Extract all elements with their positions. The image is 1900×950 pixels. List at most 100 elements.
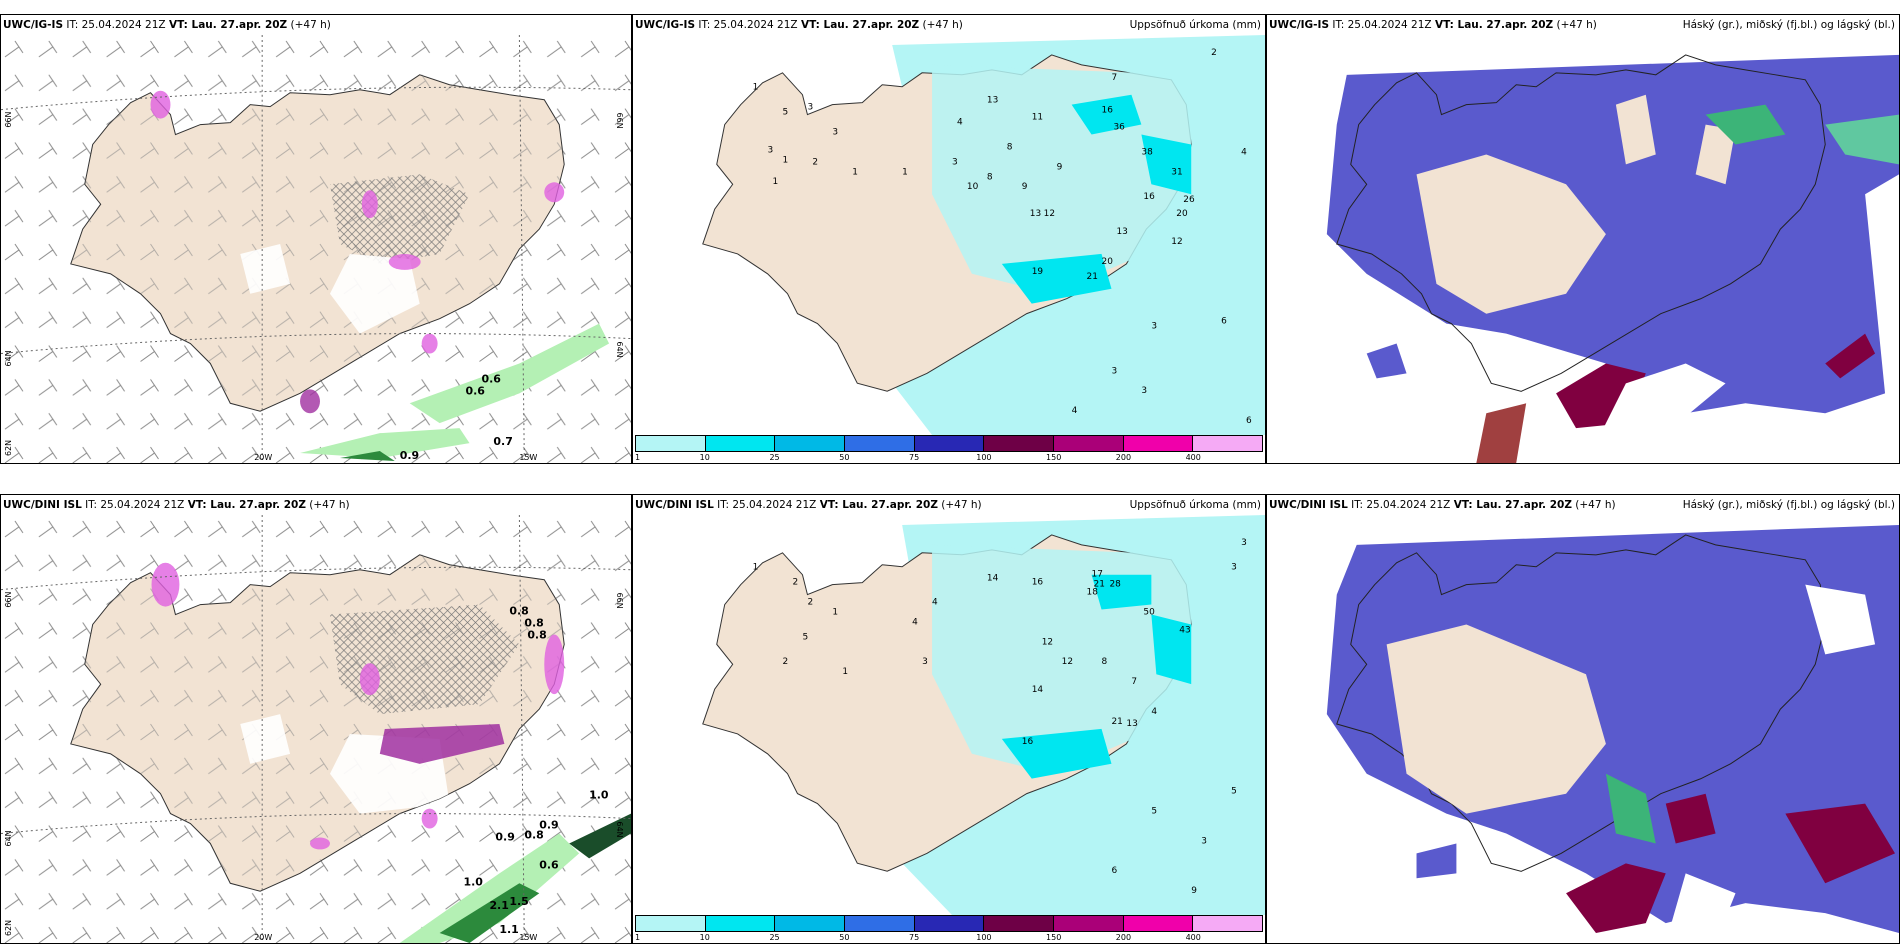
svg-text:1: 1 [753,83,759,93]
colorbar-label: 200 [1115,453,1132,462]
svg-text:9: 9 [1191,886,1197,896]
svg-text:1: 1 [902,167,908,177]
svg-text:6: 6 [1111,866,1117,876]
svg-text:1.1: 1.1 [499,923,518,936]
svg-text:50: 50 [1143,608,1155,618]
lead-time: (+47 h) [287,19,331,31]
panel-wind-precip-ig: UWC/IG-IS IT: 25.04.2024 21Z VT: Lau. 27… [0,14,632,464]
svg-text:1.5: 1.5 [509,895,528,908]
svg-text:13: 13 [1030,209,1041,219]
svg-text:8: 8 [1102,657,1108,667]
svg-text:2: 2 [812,157,818,167]
colorbar-swatch [914,436,985,451]
panel-header: UWC/IG-IS IT: 25.04.2024 21Z VT: Lau. 27… [1267,15,1899,35]
svg-text:9: 9 [1057,162,1063,172]
map-area[interactable]: 1 2 2 5 2 1 1 4 4 3 14 16 17 18 21 28 50… [633,515,1265,915]
panel-accum-precip-ig: UWC/IG-IS IT: 25.04.2024 21Z VT: Lau. 27… [632,14,1266,464]
svg-text:4: 4 [1151,707,1157,717]
svg-text:4: 4 [932,598,938,608]
svg-text:28: 28 [1109,580,1121,590]
svg-text:10: 10 [967,182,979,192]
map-area[interactable] [1267,515,1899,943]
svg-text:3: 3 [1231,563,1237,573]
svg-text:16: 16 [1032,578,1044,588]
colorbar-label: 100 [976,933,992,942]
svg-text:21: 21 [1111,717,1122,727]
svg-text:0.8: 0.8 [527,628,546,641]
panel-header: UWC/IG-IS IT: 25.04.2024 21Z VT: Lau. 27… [3,19,331,31]
svg-text:5: 5 [1151,807,1157,817]
svg-text:16: 16 [1102,106,1114,116]
svg-text:2: 2 [792,578,798,588]
colorbar-label: 10 [699,453,710,462]
panel-accum-precip-dini: UWC/DINI ISL IT: 25.04.2024 21Z VT: Lau.… [632,494,1266,944]
colorbar-swatch [914,916,985,931]
svg-text:12: 12 [1044,209,1055,219]
colorbar-label: 1 [635,933,641,942]
colorbar-label: 50 [839,453,850,462]
lat-label: 64N [615,342,624,358]
svg-text:64N: 64N [615,822,624,838]
svg-text:0.8: 0.8 [524,616,543,629]
panel-clouds-ig: UWC/IG-IS IT: 25.04.2024 21Z VT: Lau. 27… [1266,14,1900,464]
map-area[interactable]: 66N 64N 62N 66N 64N 20W 15W 0.8 0.8 0.8 … [1,515,631,943]
svg-text:16: 16 [1143,192,1155,202]
svg-text:15W: 15W [519,933,537,942]
svg-text:6: 6 [1246,416,1252,426]
precip-value: 0.7 [493,435,512,448]
precip-value: 0.6 [481,372,501,385]
svg-text:21: 21 [1094,580,1105,590]
colorbar-label: 400 [1185,453,1201,462]
colorbar-swatch [1193,916,1263,931]
initial-time: IT: 25.04.2024 21Z [63,19,169,31]
svg-text:13: 13 [1126,719,1137,729]
svg-text:14: 14 [987,574,999,584]
svg-text:17: 17 [1092,570,1103,580]
svg-text:1: 1 [783,155,789,165]
colorbar-swatch [1054,436,1124,451]
svg-text:3: 3 [952,157,958,167]
panel-header: UWC/DINI ISL IT: 25.04.2024 21Z VT: Lau.… [633,495,1265,515]
svg-text:16: 16 [1022,737,1034,747]
colorbar-label: 50 [839,933,850,942]
svg-text:4: 4 [912,617,918,627]
lon-label: 15W [519,453,537,462]
svg-text:12: 12 [1042,637,1053,647]
svg-text:4: 4 [1241,147,1247,157]
svg-text:0.6: 0.6 [539,858,559,871]
svg-text:2: 2 [783,657,789,667]
svg-text:11: 11 [1032,113,1043,123]
svg-text:1.0: 1.0 [464,875,484,888]
map-area[interactable] [1267,35,1899,463]
svg-text:2: 2 [1211,48,1217,58]
colorbar-swatch [984,436,1055,451]
colorbar-label: 1 [635,453,641,462]
svg-text:20: 20 [1102,257,1114,267]
colorbar-label: 200 [1115,933,1132,942]
svg-text:7: 7 [1111,73,1117,83]
svg-text:43: 43 [1179,625,1190,635]
svg-text:66N: 66N [4,591,13,607]
svg-text:3: 3 [1141,386,1147,396]
svg-text:2.1: 2.1 [489,899,508,912]
lat-label: 66N [615,113,624,129]
colorbar-label: 25 [769,453,780,462]
svg-text:0.9: 0.9 [495,830,514,843]
svg-text:3: 3 [1241,538,1247,548]
svg-text:3: 3 [832,128,838,138]
svg-text:9: 9 [1022,182,1028,192]
colorbar-label: 150 [1046,933,1062,942]
precip-value: 0.9 [400,449,419,462]
svg-text:21: 21 [1087,272,1098,282]
svg-text:38: 38 [1141,147,1153,157]
svg-text:1.0: 1.0 [589,789,609,802]
svg-text:0.9: 0.9 [539,819,558,832]
colorbar-swatch [984,916,1055,931]
colorbar-label: 25 [769,933,780,942]
svg-text:1: 1 [753,563,759,573]
svg-text:64N: 64N [4,830,13,846]
colorbar-swatch [845,916,915,931]
map-area[interactable]: 66N 64N 62N 66N 64N 20W 15W 0.6 0.6 0.9 … [1,35,631,463]
map-area[interactable]: 1 5 3 3 1 2 1 1 3 1 13 8 11 4 3 10 8 9 9… [633,35,1265,435]
svg-text:3: 3 [768,145,774,155]
